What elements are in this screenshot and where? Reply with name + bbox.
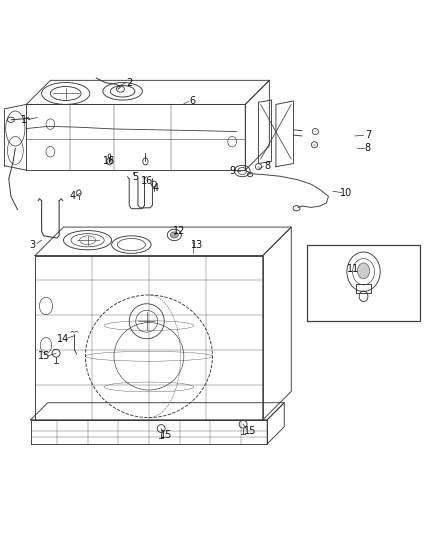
Text: 12: 12 [173,227,186,237]
Text: 11: 11 [346,264,359,273]
Text: 3: 3 [30,240,36,249]
Ellipse shape [170,232,178,238]
Text: 5: 5 [133,172,139,182]
Text: 9: 9 [229,166,235,176]
Text: 15: 15 [244,426,256,436]
Text: 16: 16 [103,156,116,166]
Text: 15: 15 [38,351,50,361]
Text: 14: 14 [57,334,70,344]
Text: 4: 4 [69,191,75,201]
Text: 2: 2 [126,77,132,87]
Text: 16: 16 [141,176,153,186]
Ellipse shape [357,263,370,279]
Text: 8: 8 [365,143,371,154]
Text: 7: 7 [365,130,371,140]
Text: 8: 8 [264,161,270,171]
Text: 1: 1 [21,115,27,125]
Text: 13: 13 [191,240,203,249]
Text: 4: 4 [152,183,159,192]
Text: 6: 6 [190,96,196,106]
Text: 15: 15 [160,430,173,440]
Text: 10: 10 [340,188,352,198]
